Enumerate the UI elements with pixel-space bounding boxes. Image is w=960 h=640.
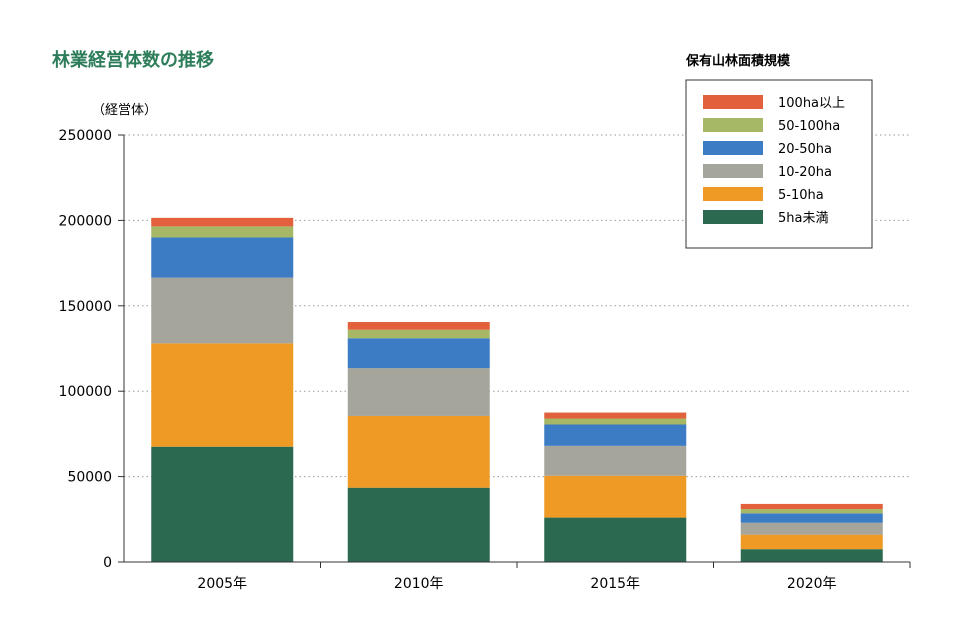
legend-title: 保有山林面積規模 — [685, 53, 791, 69]
bar-segment — [347, 368, 490, 416]
legend-swatch — [703, 187, 763, 201]
bar-segment — [740, 503, 883, 510]
bar-segment — [544, 445, 687, 476]
y-tick-label: 0 — [103, 555, 112, 571]
bar-segment — [151, 343, 294, 447]
bar-segment — [740, 534, 883, 550]
legend-swatch — [703, 118, 763, 132]
legend-swatch — [703, 141, 763, 155]
bar-segment — [740, 509, 883, 514]
bar-segment — [544, 424, 687, 446]
legend-swatch — [703, 95, 763, 109]
x-tick-label: 2005年 — [197, 576, 247, 592]
bar-segment — [544, 475, 687, 518]
legend-label: 5ha未満 — [778, 211, 828, 226]
legend-label: 20-50ha — [778, 142, 832, 157]
y-tick-label: 50000 — [67, 470, 112, 486]
bar-stack-group — [151, 217, 883, 562]
x-tick-label: 2015年 — [590, 576, 640, 592]
bar-segment — [347, 322, 490, 330]
bar-segment — [544, 412, 687, 419]
y-tick-label: 150000 — [59, 299, 112, 315]
legend-label: 50-100ha — [778, 119, 840, 134]
bar-segment — [347, 329, 490, 339]
bar-segment — [151, 446, 294, 562]
y-tick-label: 250000 — [59, 128, 112, 144]
bar-segment — [151, 217, 294, 227]
bar-segment — [151, 277, 294, 344]
y-axis-ticks: 0 50000 100000 150000 200000 250000 — [59, 128, 124, 571]
y-tick-label: 200000 — [59, 213, 112, 229]
bar-segment — [151, 237, 294, 278]
x-tick-label: 2020年 — [787, 576, 837, 592]
bar-segment — [347, 487, 490, 562]
chart-title: 林業経営体数の推移 — [52, 49, 214, 71]
bar-segment — [544, 418, 687, 425]
legend-swatch — [703, 164, 763, 178]
bar-segment — [740, 549, 883, 562]
legend-label: 5-10ha — [778, 188, 824, 203]
x-axis-ticks: 2005年 2010年 2015年 2020年 — [197, 562, 911, 592]
bar-segment — [740, 522, 883, 535]
bar-segment — [347, 338, 490, 369]
legend-swatch — [703, 210, 763, 224]
x-tick-label: 2010年 — [394, 576, 444, 592]
bar-segment — [740, 513, 883, 523]
bar-segment — [151, 226, 294, 238]
bar-segment — [347, 415, 490, 488]
y-axis-unit-label: （経営体） — [92, 103, 157, 118]
y-tick-label: 100000 — [59, 384, 112, 400]
legend-label: 10-20ha — [778, 165, 832, 180]
legend-label: 100ha以上 — [778, 96, 845, 111]
bar-segment — [544, 517, 687, 562]
legend: 100ha以上 50-100ha 20-50ha 10-20ha 5-10ha 5ha未満 — [685, 79, 873, 249]
